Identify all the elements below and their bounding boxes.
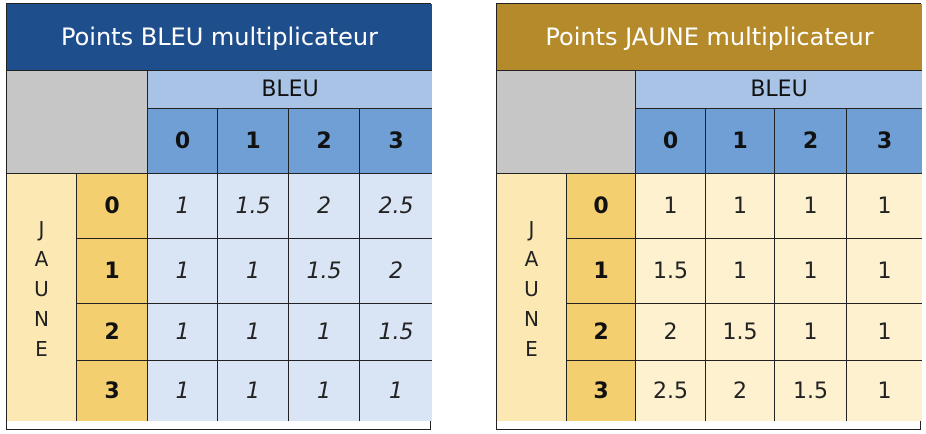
column-header: 2 bbox=[289, 109, 360, 174]
table-cell: 2 bbox=[636, 304, 706, 361]
row-group-letter: J bbox=[528, 217, 535, 241]
table-cell: 1 bbox=[218, 239, 289, 304]
row-group-letter: A bbox=[34, 247, 49, 271]
row-header: 0 bbox=[77, 174, 148, 239]
row-group-letter: E bbox=[35, 337, 48, 361]
row-group-header: J A U N E bbox=[7, 174, 77, 421]
table-cell: 1.5 bbox=[360, 304, 432, 361]
corner-cell bbox=[7, 71, 148, 174]
row-group-letter: N bbox=[34, 307, 49, 331]
row-header: 3 bbox=[77, 361, 148, 421]
row-group-letter: E bbox=[525, 337, 538, 361]
row-group-letter: N bbox=[524, 307, 539, 331]
column-header: 0 bbox=[636, 109, 706, 174]
table-cell: 2 bbox=[289, 174, 360, 239]
table-cell: 1 bbox=[847, 304, 922, 361]
row-group-letter: A bbox=[524, 247, 539, 271]
row-header: 2 bbox=[77, 304, 148, 361]
column-header: 3 bbox=[847, 109, 922, 174]
table-title: Points BLEU multiplicateur bbox=[7, 4, 432, 71]
table-cell: 2 bbox=[360, 239, 432, 304]
jaune-multiplier-table: Points JAUNE multiplicateur BLEU 0 1 2 3… bbox=[496, 3, 922, 430]
table-cell: 1 bbox=[218, 304, 289, 361]
table-cell: 1.5 bbox=[218, 174, 289, 239]
table-cell: 1.5 bbox=[636, 239, 706, 304]
bleu-multiplier-table: Points BLEU multiplicateur BLEU 0 1 2 3 … bbox=[6, 3, 432, 430]
table-cell: 1 bbox=[847, 361, 922, 421]
row-group-letter: J bbox=[38, 217, 45, 241]
column-header: 2 bbox=[775, 109, 847, 174]
table-cell: 1 bbox=[636, 174, 706, 239]
column-group-header: BLEU bbox=[148, 71, 432, 109]
table-cell: 1 bbox=[706, 174, 775, 239]
table-cell: 1 bbox=[775, 304, 847, 361]
table-cell: 1 bbox=[289, 361, 360, 421]
row-header: 1 bbox=[567, 239, 636, 304]
table-cell: 1 bbox=[289, 304, 360, 361]
row-group-header: J A U N E bbox=[497, 174, 567, 421]
row-group-letter: U bbox=[34, 277, 49, 301]
table-cell: 1.5 bbox=[289, 239, 360, 304]
column-header: 1 bbox=[218, 109, 289, 174]
table-title: Points JAUNE multiplicateur bbox=[497, 4, 922, 71]
column-group-header: BLEU bbox=[636, 71, 922, 109]
table-cell: 2 bbox=[706, 361, 775, 421]
table-cell: 1 bbox=[148, 361, 218, 421]
table-cell: 1 bbox=[847, 174, 922, 239]
table-cell: 1 bbox=[148, 239, 218, 304]
column-header: 1 bbox=[706, 109, 775, 174]
table-cell: 1 bbox=[148, 174, 218, 239]
table-cell: 1 bbox=[148, 304, 218, 361]
table-cell: 1 bbox=[360, 361, 432, 421]
column-header: 0 bbox=[148, 109, 218, 174]
table-cell: 1.5 bbox=[706, 304, 775, 361]
corner-cell bbox=[497, 71, 636, 174]
table-cell: 1 bbox=[775, 174, 847, 239]
table-cell: 2.5 bbox=[636, 361, 706, 421]
row-header: 2 bbox=[567, 304, 636, 361]
row-header: 0 bbox=[567, 174, 636, 239]
table-cell: 2.5 bbox=[360, 174, 432, 239]
table-cell: 1.5 bbox=[775, 361, 847, 421]
row-group-letter: U bbox=[524, 277, 539, 301]
row-header: 3 bbox=[567, 361, 636, 421]
table-cell: 1 bbox=[218, 361, 289, 421]
row-header: 1 bbox=[77, 239, 148, 304]
table-cell: 1 bbox=[775, 239, 847, 304]
column-header: 3 bbox=[360, 109, 432, 174]
table-cell: 1 bbox=[847, 239, 922, 304]
table-cell: 1 bbox=[706, 239, 775, 304]
